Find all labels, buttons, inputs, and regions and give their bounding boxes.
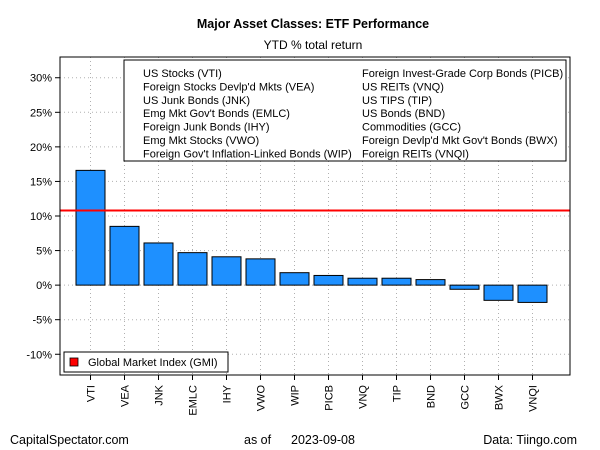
bar-gcc [449,284,480,290]
legend-entry: US Stocks (VTI) [143,68,222,80]
footer-as-of-label: as of [244,433,272,447]
bar-vnqi [517,284,548,303]
x-tick-label: VWO [256,385,268,412]
legend-entry: US Junk Bonds (JNK) [143,95,250,107]
x-tick-label: VTI [86,385,98,402]
bar-bnd [415,279,446,286]
x-axis: VTI VEA JNK EMLC IHY VWO WIP PICB VNQ TIP BND GCC BW… [86,375,540,416]
legend-entry: US Bonds (BND) [362,108,445,120]
x-tick-label: EMLC [188,385,200,416]
legend-entry: Foreign Gov't Inflation-Linked Bonds (WI… [143,148,352,160]
asset-legend-entries: US Stocks (VTI)Foreign Stocks Devlp'd Mk… [143,68,563,160]
legend-entry: Commodities (GCC) [362,122,461,134]
legend-entry: Foreign Junk Bonds (IHY) [143,122,270,134]
x-tick-label: BWX [494,384,506,410]
y-tick-label: 5% [36,246,52,258]
x-tick-label: GCC [460,385,472,410]
bar-wip [279,272,310,286]
legend-entry: Foreign Devlp'd Mkt Gov't Bonds (BWX) [362,135,558,147]
x-tick-label: TIP [392,385,404,402]
y-tick-label: 0% [36,280,52,292]
bar-jnk [143,242,174,286]
y-tick-label: -5% [32,315,52,327]
x-tick-label: VEA [120,384,132,407]
x-tick-label: WIP [290,385,302,406]
footer-date: 2023-09-08 [291,433,355,447]
y-tick-label: 20% [30,142,52,154]
gmi-legend-swatch [69,357,79,367]
y-tick-label: 25% [30,107,52,119]
y-tick-label: -10% [26,349,52,361]
bar-vti [75,169,106,286]
gmi-legend-box [63,351,229,373]
gmi-legend: Global Market Index (GMI) [63,351,229,373]
asset-legend-box [123,59,567,162]
x-tick-label: JNK [154,384,166,405]
y-axis: -10% -5% 0% 5% 10% 15% 20% 25% 30% [26,73,60,361]
bar-vea [109,225,140,286]
x-tick-label: PICB [324,385,336,411]
legend-entry: Foreign Stocks Devlp'd Mkts (VEA) [143,81,314,93]
y-tick-label: 30% [30,73,52,85]
gmi-legend-label: Global Market Index (GMI) [88,357,218,369]
legend-entry: Emg Mkt Gov't Bonds (EMLC) [143,108,290,120]
x-tick-label: IHY [222,384,234,403]
chart-title: Major Asset Classes: ETF Performance [197,17,429,31]
asset-legend: US Stocks (VTI)Foreign Stocks Devlp'd Mk… [123,59,567,162]
legend-entry: Foreign Invest-Grade Corp Bonds (PICB) [362,68,563,80]
bars [75,169,548,303]
y-tick-label: 15% [30,176,52,188]
legend-entry: Foreign REITs (VNQI) [362,148,469,160]
x-tick-label: BND [426,385,438,408]
bar-picb [313,274,344,286]
bar-bwx [483,284,514,301]
bar-tip [381,277,412,286]
chart-subtitle: YTD % total return [264,38,363,52]
bar-vwo [245,258,276,286]
footer-source-right: Data: Tiingo.com [483,433,577,447]
footer-source-left: CapitalSpectator.com [10,433,129,447]
legend-entry: US TIPS (TIP) [362,95,432,107]
bar-ihy [211,256,242,286]
x-tick-label: VNQI [528,385,540,412]
legend-entry: US REITs (VNQ) [362,81,444,93]
bar-vnq [347,277,378,286]
bar-emlc [177,252,208,286]
x-tick-label: VNQ [358,385,370,409]
legend-entry: Emg Mkt Stocks (VWO) [143,135,259,147]
y-tick-label: 10% [30,211,52,223]
